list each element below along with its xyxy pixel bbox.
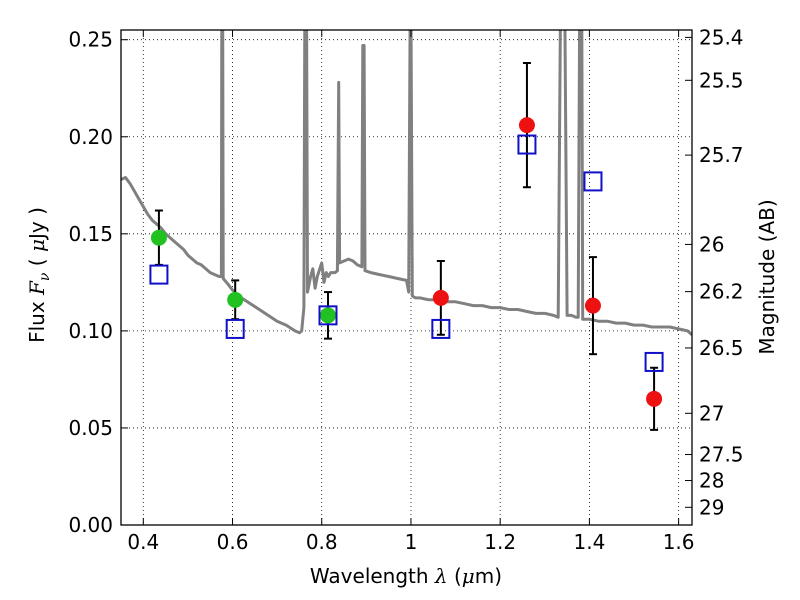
x-tick-label: 1 <box>405 530 418 554</box>
x-tick-label: 1.2 <box>484 530 516 554</box>
x-tick-label: 1.6 <box>663 530 695 554</box>
magnitude-tick-label: 27 <box>699 401 724 425</box>
x-tick-label: 1.4 <box>573 530 605 554</box>
data-point-series-3 <box>318 305 338 326</box>
y-axis-label: Flux Fν ( μJy ) <box>25 207 53 343</box>
model-spectrum-line <box>121 30 692 336</box>
data-point-series-3 <box>225 318 245 339</box>
data-point-series-2 <box>646 390 663 407</box>
data-markers <box>149 117 664 407</box>
data-point-series-2 <box>432 289 449 306</box>
x-axis-label: Wavelength λ (μm) <box>310 564 502 588</box>
x-tick-label: 0.6 <box>217 530 249 554</box>
data-point-series-3 <box>644 351 664 372</box>
y-axis-ticks: 0.00 0.05 0.10 0.15 0.20 0.25 <box>68 28 128 537</box>
y-tick-label: 0.15 <box>68 222 113 246</box>
y-tick-label: 0.10 <box>68 319 113 343</box>
y-tick-label: 0.00 <box>68 513 113 537</box>
magnitude-tick-label: 25.7 <box>699 143 744 167</box>
data-point-series-3 <box>583 171 603 192</box>
x-tick-label: 0.4 <box>127 530 159 554</box>
y-tick-label: 0.20 <box>68 125 113 149</box>
data-point-series-1 <box>319 307 336 324</box>
model-spectrum <box>121 30 692 336</box>
y-tick-label: 0.25 <box>68 28 113 52</box>
data-point-series-2 <box>584 297 601 314</box>
magnitude-tick-label: 27.5 <box>699 443 744 467</box>
data-point-series-3 <box>149 264 169 285</box>
x-tick-label: 0.8 <box>306 530 338 554</box>
y-tick-label: 0.05 <box>68 416 113 440</box>
data-point-series-1 <box>150 229 167 246</box>
data-point-series-1 <box>227 291 244 308</box>
magnitude-tick-label: 25.5 <box>699 68 744 92</box>
plot-frame <box>120 29 693 526</box>
magnitude-tick-label: 25.4 <box>699 25 744 49</box>
data-point-series-3 <box>517 134 537 155</box>
magnitude-axis-label: Magnitude (AB) <box>755 199 779 354</box>
grid-lines <box>121 30 692 526</box>
data-point-series-2 <box>518 117 535 134</box>
magnitude-tick-label: 26 <box>699 232 724 256</box>
magnitude-tick-label: 29 <box>699 495 724 519</box>
magnitude-tick-label: 26.5 <box>699 336 744 360</box>
magnitude-tick-label: 28 <box>699 469 724 493</box>
data-point-series-3 <box>431 318 451 339</box>
magnitude-tick-label: 26.2 <box>699 280 744 304</box>
x-axis-ticks: 0.4 0.6 0.8 1 1.2 1.4 1.6 <box>127 30 695 554</box>
